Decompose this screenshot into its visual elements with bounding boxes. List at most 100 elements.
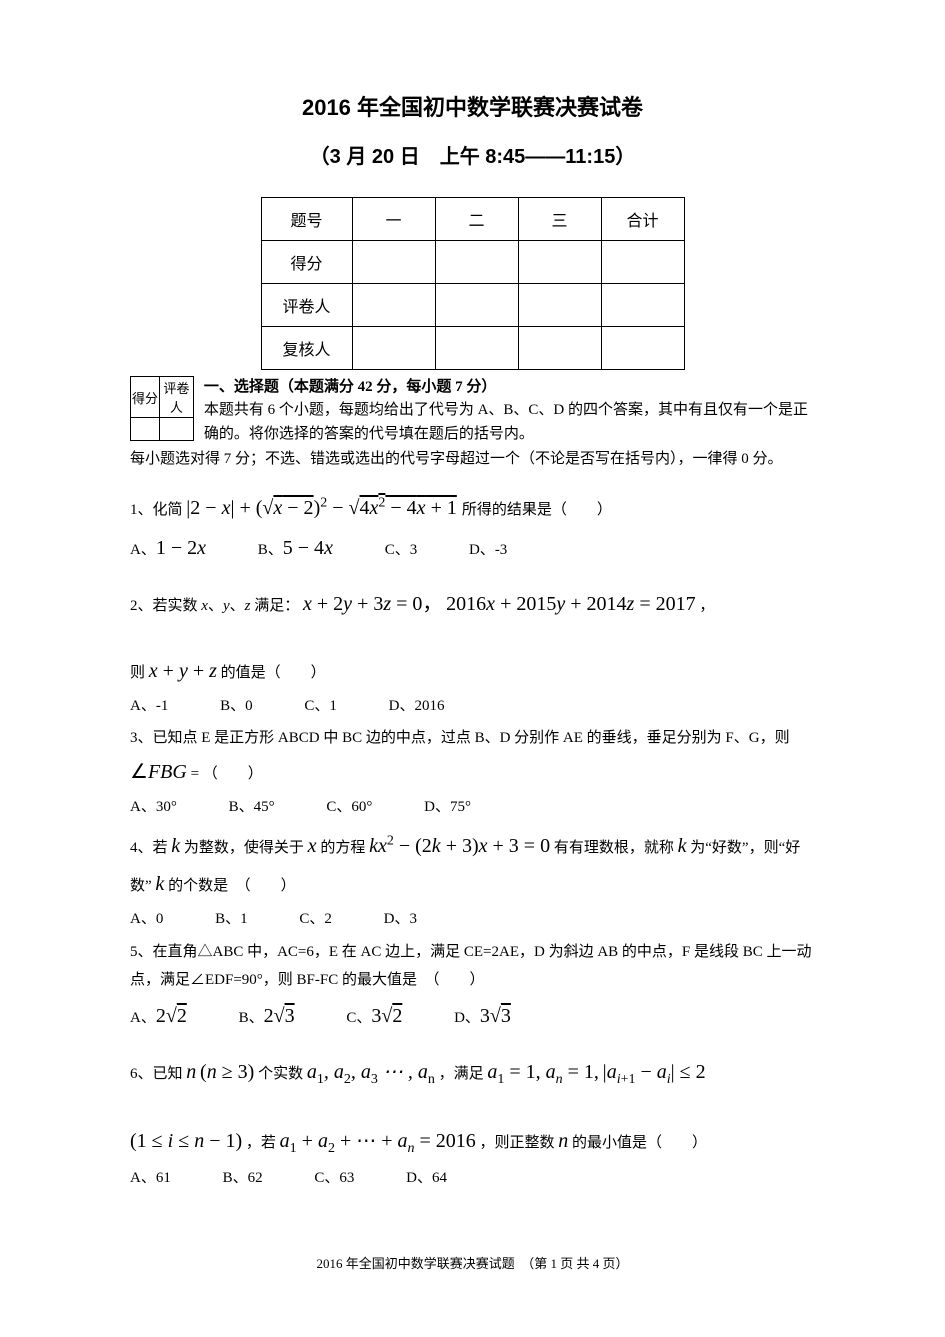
table-row: 评卷人 bbox=[261, 284, 684, 327]
q6-sum: a1 + a2 + ⋯ + an = 2016 bbox=[280, 1130, 476, 1152]
q6-n2: n bbox=[558, 1130, 568, 1152]
q6-c2: |ai+1 − ai| ≤ 2 bbox=[603, 1061, 706, 1083]
section-intro-1: 本题共有 6 个小题，每题均给出了代号为 A、B、C、D 的四个答案，其中有且仅… bbox=[204, 402, 808, 441]
q4-opt-d: D、3 bbox=[384, 905, 417, 934]
q1-stem-a: 1、化简 bbox=[130, 502, 183, 518]
q1-options: A、1 − 2x B、5 − 4x C、3 D、-3 bbox=[130, 529, 815, 567]
q2-eq2: 2016x + 2015y + 2014z = 2017 bbox=[446, 593, 695, 615]
q2-stem-a: 2、若实数 bbox=[130, 598, 198, 614]
cell-empty bbox=[601, 284, 684, 327]
cell-rowhead: 评卷人 bbox=[261, 284, 352, 327]
cell-empty bbox=[435, 241, 518, 284]
q6-line2-a: (1 ≤ i ≤ n − 1) bbox=[130, 1130, 242, 1152]
cell-col: 二 bbox=[435, 198, 518, 241]
q6-options: A、61 B、62 C、63 D、64 bbox=[130, 1164, 815, 1193]
q2-stem-c: ， bbox=[699, 598, 714, 614]
mini-cell: 评卷人 bbox=[160, 377, 194, 418]
q3-options: A、30° B、45° C、60° D、75° bbox=[130, 793, 815, 822]
cell-rowhead: 题号 bbox=[261, 198, 352, 241]
section-intro-2: 每小题选对得 7 分；不选、错选或选出的代号字母超过一个（不论是否写在括号内），… bbox=[130, 448, 815, 471]
table-row: 复核人 bbox=[261, 327, 684, 370]
cell-rowhead: 得分 bbox=[261, 241, 352, 284]
mini-cell-empty bbox=[160, 418, 194, 441]
q2-stem-b: 满足： bbox=[254, 598, 299, 614]
q6-line2-c: ，则正整数 bbox=[480, 1135, 555, 1151]
q2-opt-c: C、1 bbox=[304, 692, 337, 721]
q5-opt-a: A、2√2 bbox=[130, 997, 187, 1035]
q6-c1: a1 = 1, an = 1, bbox=[487, 1061, 599, 1083]
cell-empty bbox=[518, 241, 601, 284]
q6-n: n bbox=[186, 1061, 196, 1083]
section-intro-row: 得分 评卷人 一、选择题（本题满分 42 分，每小题 7 分） 本题共有 6 个… bbox=[130, 376, 815, 446]
q3-stem-b: = （ ） bbox=[191, 766, 263, 782]
section-intro-text: 一、选择题（本题满分 42 分，每小题 7 分） 本题共有 6 个小题，每题均给… bbox=[204, 376, 815, 446]
cell-empty bbox=[435, 284, 518, 327]
q6-cond-n: (n ≥ 3) bbox=[200, 1061, 254, 1083]
section-heading: 一、选择题（本题满分 42 分，每小题 7 分） bbox=[204, 379, 497, 395]
q6-line2-b: ，若 bbox=[246, 1135, 276, 1151]
q1-opt-c: C、3 bbox=[385, 536, 418, 565]
q3-opt-d: D、75° bbox=[424, 793, 471, 822]
q4-eq: kx2 − (2k + 3)x + 3 = 0 bbox=[369, 835, 550, 857]
q1-stem-b: 所得的结果是（ ） bbox=[462, 502, 612, 518]
question-4: 4、若 k 为整数，使得关于 x 的方程 kx2 − (2k + 3)x + 3… bbox=[130, 827, 815, 903]
cell-col: 合计 bbox=[601, 198, 684, 241]
cell-empty bbox=[601, 241, 684, 284]
q5-opt-b: B、2√3 bbox=[239, 997, 295, 1035]
q4-stem-f: 的个数是 （ ） bbox=[168, 878, 296, 894]
q4-stem-b: 为整数，使得关于 bbox=[184, 840, 304, 856]
q3-stem: 3、已知点 E 是正方形 ABCD 中 BC 边的中点，过点 B、D 分别作 A… bbox=[130, 730, 790, 746]
q6-opt-d: D、64 bbox=[406, 1164, 447, 1193]
q3-opt-a: A、30° bbox=[130, 793, 177, 822]
q5-opt-c: C、3√2 bbox=[346, 997, 402, 1035]
q4-x: x bbox=[308, 835, 317, 857]
cell-empty bbox=[518, 327, 601, 370]
q6-opt-b: B、62 bbox=[223, 1164, 263, 1193]
q6-seq: a1, a2, a3 ⋯ , an bbox=[307, 1061, 435, 1083]
q2-opt-a: A、-1 bbox=[130, 692, 168, 721]
question-5: 5、在直角△ABC 中，AC=6，E 在 AC 边上，满足 CE=2AE，D 为… bbox=[130, 938, 815, 995]
q1-opt-a: A、1 − 2x bbox=[130, 529, 206, 567]
q2-options: A、-1 B、0 C、1 D、2016 bbox=[130, 692, 815, 721]
table-row: 题号 一 二 三 合计 bbox=[261, 198, 684, 241]
q6-opt-c: C、63 bbox=[314, 1164, 354, 1193]
q2-vars: x bbox=[201, 598, 208, 614]
q1-opt-b: B、5 − 4x bbox=[258, 529, 333, 567]
q4-options: A、0 B、1 C、2 D、3 bbox=[130, 905, 815, 934]
cell-empty bbox=[518, 284, 601, 327]
q6-opt-a: A、61 bbox=[130, 1164, 171, 1193]
question-6: 6、已知 n (n ≥ 3) 个实数 a1, a2, a3 ⋯ , an ，满足… bbox=[130, 1053, 815, 1163]
exam-subtitle: （3 月 20 日 上午 8:45——11:15） bbox=[130, 140, 815, 169]
cell-empty bbox=[352, 284, 435, 327]
cell-col: 三 bbox=[518, 198, 601, 241]
cell-col: 一 bbox=[352, 198, 435, 241]
q6-stem-a: 6、已知 bbox=[130, 1066, 183, 1082]
page: 2016 年全国初中数学联赛决赛试卷 （3 月 20 日 上午 8:45——11… bbox=[0, 0, 945, 1312]
q2-eq1: x + 2y + 3z = 0， bbox=[303, 593, 442, 615]
q4-stem-a: 4、若 bbox=[130, 840, 168, 856]
q2-opt-d: D、2016 bbox=[389, 692, 445, 721]
q4-k2: k bbox=[678, 835, 687, 857]
cell-empty bbox=[601, 327, 684, 370]
q3-angle: ∠FBG bbox=[130, 761, 187, 783]
q2-opt-b: B、0 bbox=[220, 692, 253, 721]
q5-opt-d: D、3√3 bbox=[454, 997, 511, 1035]
q2-sum: x + y + z bbox=[149, 660, 217, 682]
q4-stem-c: 的方程 bbox=[320, 840, 365, 856]
page-footer: 2016 年全国初中数学联赛决赛试题 （第 1 页 共 4 页） bbox=[130, 1253, 815, 1272]
q6-stem-c: ，满足 bbox=[439, 1066, 484, 1082]
q4-opt-b: B、1 bbox=[215, 905, 248, 934]
score-table: 题号 一 二 三 合计 得分 评卷人 复核人 bbox=[261, 197, 685, 370]
question-1: 1、化简 |2 − x| + (√x − 2)2 − √4x2 − 4x + 1… bbox=[130, 489, 815, 527]
question-2: 2、若实数 x、y、z 满足： x + 2y + 3z = 0， 2016x +… bbox=[130, 585, 815, 690]
exam-title: 2016 年全国初中数学联赛决赛试卷 bbox=[130, 90, 815, 122]
mini-score-table: 得分 评卷人 bbox=[130, 376, 194, 441]
q3-opt-b: B、45° bbox=[229, 793, 275, 822]
q4-k3: k bbox=[155, 873, 164, 895]
q4-opt-c: C、2 bbox=[299, 905, 332, 934]
q5-options: A、2√2 B、2√3 C、3√2 D、3√3 bbox=[130, 997, 815, 1035]
q6-line2-d: 的最小值是（ ） bbox=[572, 1135, 707, 1151]
cell-empty bbox=[435, 327, 518, 370]
q5-stem: 5、在直角△ABC 中，AC=6，E 在 AC 边上，满足 CE=2AE，D 为… bbox=[130, 944, 812, 989]
q3-opt-c: C、60° bbox=[326, 793, 372, 822]
